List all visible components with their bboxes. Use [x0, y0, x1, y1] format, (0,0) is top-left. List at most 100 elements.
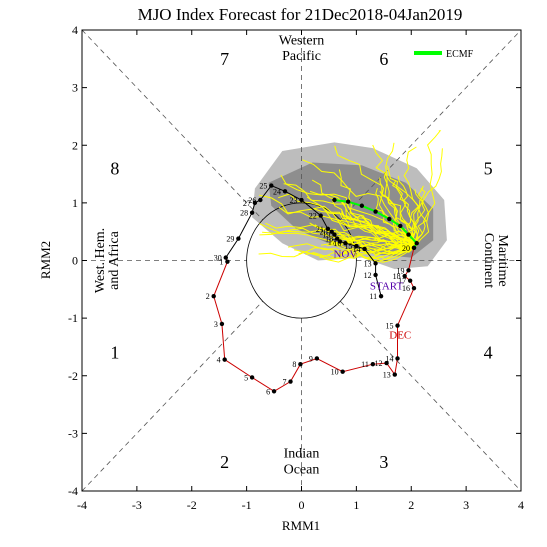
- day-label: 16: [333, 239, 341, 248]
- region-label-right: Continent: [481, 233, 496, 288]
- observed-point: [282, 189, 288, 194]
- ensemble-member-line: [406, 148, 443, 248]
- x-axis-title: RMM1: [282, 518, 320, 533]
- day-label: 14: [353, 245, 361, 254]
- forecast-mean-point: [414, 241, 419, 246]
- region-label-bottom: Indian: [284, 447, 320, 462]
- observed-point: [249, 375, 255, 380]
- legend: ECMF: [414, 49, 474, 60]
- day-label: 14: [386, 354, 394, 363]
- ensemble-member-line: [349, 210, 415, 249]
- y-tick-label: -1: [68, 311, 78, 325]
- x-tick-label: 0: [299, 498, 305, 512]
- day-label: 15: [344, 242, 352, 251]
- day-label: 13: [383, 371, 391, 380]
- ensemble-member-line: [258, 194, 415, 249]
- forecast-mean-point: [373, 209, 378, 214]
- observed-point: [373, 261, 378, 266]
- x-tick-label: -3: [132, 498, 142, 512]
- observed-point: [395, 323, 400, 328]
- observed-point: [406, 268, 411, 273]
- day-label: 29: [226, 235, 234, 244]
- forecast-mean-point: [398, 223, 403, 229]
- observed-point: [407, 278, 413, 283]
- region-label-bottom: Ocean: [284, 463, 320, 478]
- x-tick-label: -1: [242, 498, 252, 512]
- diagonal-guide: [340, 29, 522, 220]
- ensemble-member-line: [413, 185, 429, 249]
- plot-area: 1112131415161718192021222324252627282930…: [81, 29, 522, 492]
- ensemble-member-line: [385, 142, 417, 248]
- day-label: 11: [361, 360, 369, 369]
- month-label: NOV: [333, 249, 357, 261]
- region-label-right: Maritime: [495, 234, 510, 286]
- observed-point: [223, 255, 228, 260]
- observed-point: [337, 239, 343, 244]
- phase-number: 4: [484, 343, 493, 363]
- observed-point: [370, 362, 376, 367]
- diagonal-guide: [81, 29, 263, 220]
- ensemble-member-line: [336, 219, 415, 250]
- x-tick-label: 1: [353, 498, 359, 512]
- ensemble-member-line: [298, 245, 415, 258]
- x-tick-label: -4: [77, 498, 87, 512]
- y-tick-label: -2: [68, 369, 78, 383]
- observed-point: [373, 272, 378, 278]
- x-tick-label: -2: [187, 498, 197, 512]
- day-label: 7: [283, 378, 287, 387]
- ensemble-member-line: [345, 247, 415, 260]
- phase-number: 7: [220, 49, 229, 69]
- day-label: 9: [309, 354, 313, 363]
- phase-number: 6: [379, 49, 388, 69]
- day-label: 21: [316, 225, 324, 234]
- forecast-mean-point: [411, 245, 417, 251]
- day-label: 24: [273, 187, 281, 196]
- day-label: 18: [393, 272, 401, 281]
- region-label-top: Western: [279, 33, 325, 48]
- start-label: START: [370, 280, 404, 292]
- ensemble-member-line: [338, 169, 415, 249]
- day-label: 4: [217, 356, 221, 365]
- observed-point: [395, 356, 400, 361]
- observed-point: [378, 294, 384, 299]
- observed-point: [222, 357, 227, 362]
- y-tick-label: 3: [72, 81, 78, 95]
- diagonal-guide: [81, 301, 263, 492]
- observed-point: [329, 229, 334, 234]
- day-label: 19: [397, 266, 405, 275]
- ensemble-member-line: [258, 247, 415, 263]
- observed-point: [340, 369, 345, 374]
- phase-number: 5: [484, 158, 493, 178]
- forecast-mean-track: [332, 197, 419, 251]
- day-label: 10: [331, 368, 339, 377]
- observed-point: [392, 372, 397, 377]
- observed-point: [362, 246, 367, 252]
- day-label: 2: [206, 292, 210, 301]
- y-tick-label: 4: [72, 23, 78, 37]
- ensemble-member-line: [314, 208, 415, 249]
- day-label: 28: [240, 209, 248, 218]
- observed-point: [211, 294, 216, 299]
- day-label: 22: [309, 212, 317, 221]
- phase-number: 1: [110, 343, 119, 363]
- day-label: 15: [386, 322, 394, 331]
- month-label: DEC: [389, 329, 411, 341]
- observed-point: [288, 379, 293, 384]
- observed-point: [411, 285, 417, 291]
- day-label: 23: [290, 196, 298, 205]
- observed-point: [354, 243, 359, 249]
- day-label: 30: [214, 254, 222, 263]
- day-label: 20: [402, 244, 410, 253]
- ensemble-member-line: [403, 146, 427, 248]
- day-label: 17: [328, 237, 336, 246]
- ensemble-member-line: [319, 242, 415, 259]
- y-tick-label: -3: [68, 426, 78, 440]
- day-label: 1: [219, 258, 223, 267]
- y-tick-label: 2: [72, 138, 78, 152]
- forecast-mean-point: [359, 203, 365, 208]
- day-label: 12: [375, 359, 383, 368]
- observed-point: [225, 259, 230, 264]
